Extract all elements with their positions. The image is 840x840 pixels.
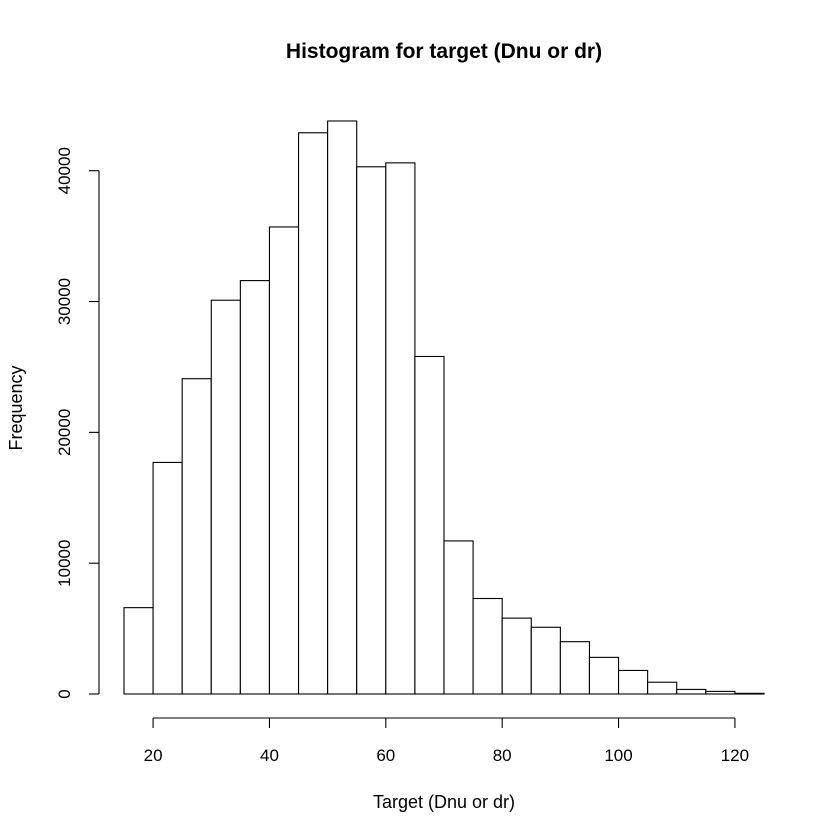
histogram-bar bbox=[414, 355, 445, 695]
y-tick-label: 30000 bbox=[55, 278, 74, 325]
histogram-bar bbox=[647, 681, 678, 695]
histogram-bar bbox=[559, 641, 591, 695]
chart-title: Histogram for target (Dnu or dr) bbox=[286, 40, 602, 63]
y-tick-label: 10000 bbox=[55, 540, 74, 587]
histogram-bar bbox=[443, 540, 474, 695]
x-tick-label: 20 bbox=[144, 746, 163, 765]
histogram-bar bbox=[239, 280, 271, 695]
x-tick-label: 120 bbox=[721, 746, 749, 765]
x-tick-label: 80 bbox=[493, 746, 512, 765]
y-tick-label: 40000 bbox=[55, 147, 74, 194]
x-axis: 20 40 60 80 100 120 bbox=[144, 717, 749, 765]
histogram-bar bbox=[152, 461, 183, 695]
histogram-bar bbox=[385, 162, 416, 695]
histogram-bar bbox=[676, 688, 707, 695]
histogram-bar bbox=[210, 299, 241, 695]
y-tick-label: 0 bbox=[55, 689, 74, 698]
x-axis-label: Target (Dnu or dr) bbox=[373, 792, 515, 812]
x-tick-label: 60 bbox=[376, 746, 395, 765]
histogram-bar bbox=[356, 166, 387, 695]
bars-group bbox=[123, 120, 765, 695]
y-axis: 0 10000 20000 30000 40000 bbox=[55, 147, 100, 699]
histogram-bar bbox=[297, 132, 329, 695]
y-tick-label: 20000 bbox=[55, 409, 74, 456]
histogram-bar bbox=[501, 617, 532, 695]
histogram-bar bbox=[181, 378, 212, 695]
histogram-bar bbox=[327, 120, 358, 695]
y-axis-label: Frequency bbox=[6, 365, 26, 450]
histogram-bar bbox=[530, 626, 561, 695]
histogram-bar bbox=[588, 656, 620, 695]
histogram-bar bbox=[123, 607, 154, 695]
x-tick-label: 40 bbox=[260, 746, 279, 765]
histogram-bar bbox=[472, 597, 503, 695]
histogram-bar bbox=[268, 226, 300, 695]
x-tick-label: 100 bbox=[604, 746, 632, 765]
histogram-bar bbox=[617, 669, 649, 695]
